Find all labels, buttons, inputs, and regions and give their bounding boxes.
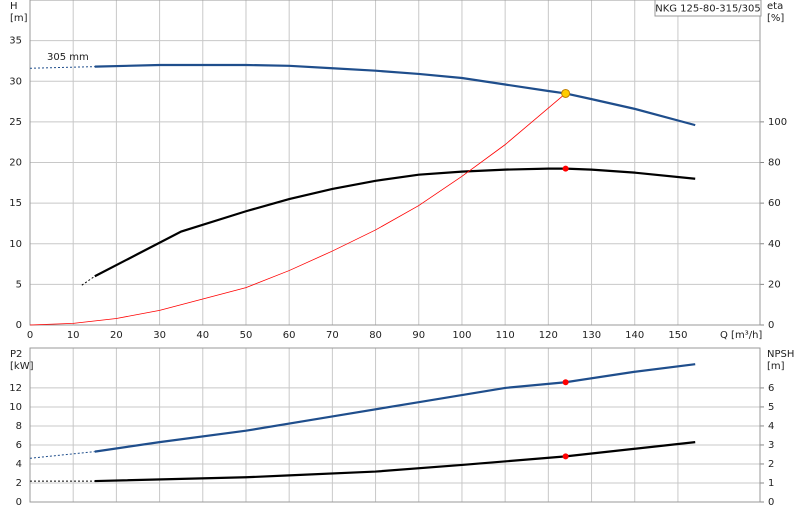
y-tick-label: 25 <box>9 117 22 128</box>
y2-tick-label: 40 <box>768 239 781 250</box>
x-tick-label: 130 <box>582 330 601 341</box>
x-tick-label: 40 <box>196 330 209 341</box>
y-tick-label: 30 <box>9 76 22 87</box>
operating-point <box>562 379 569 386</box>
x-tick-label: 0 <box>27 330 33 341</box>
y-tick-label: 20 <box>9 158 22 169</box>
y2-axis-label: NPSH <box>767 349 794 360</box>
y2-tick-label: 1 <box>768 478 774 489</box>
y2-tick-label: 60 <box>768 198 781 209</box>
series-line <box>94 441 696 483</box>
x-tick-label: 90 <box>412 330 425 341</box>
y-axis-label: H <box>10 1 18 12</box>
annotation: 305 mm <box>47 52 89 63</box>
y-tick-label: 0 <box>16 497 22 508</box>
y-tick-label: 8 <box>16 421 22 432</box>
x-tick-label: 50 <box>240 330 253 341</box>
y2-tick-label: 0 <box>768 320 774 331</box>
y-tick-label: 0 <box>16 320 22 331</box>
plot-frame <box>29 0 761 326</box>
series-line <box>81 275 96 286</box>
y-tick-label: 12 <box>9 383 22 394</box>
series-line <box>94 167 696 278</box>
label-box <box>654 0 762 17</box>
y2-tick-label: 100 <box>768 117 787 128</box>
series-line <box>94 63 696 127</box>
y2-tick-label: 80 <box>768 158 781 169</box>
x-tick-label: 30 <box>153 330 166 341</box>
y2-tick-label: 0 <box>768 497 774 508</box>
x-tick-label: 100 <box>452 330 471 341</box>
y2-tick-label: 5 <box>768 402 774 413</box>
y2-axis-label: eta <box>767 1 783 12</box>
y2-tick-label: 20 <box>768 279 781 290</box>
y-tick-label: 6 <box>16 440 22 451</box>
y2-tick-label: 2 <box>768 459 774 470</box>
series-line <box>29 66 95 69</box>
series-line <box>29 93 566 326</box>
x-tick-label: 60 <box>283 330 296 341</box>
operating-point <box>561 88 571 98</box>
y-tick-label: 5 <box>16 279 22 290</box>
y2-tick-label: 4 <box>768 421 774 432</box>
y-tick-label: 35 <box>9 36 22 47</box>
operating-point <box>562 165 569 172</box>
y-tick-label: 10 <box>9 239 22 250</box>
x-tick-label: 150 <box>668 330 687 341</box>
chart-label: NKG 125-80-315/305 <box>655 4 761 15</box>
y2-axis-label: [m] <box>767 361 785 372</box>
plot-frame <box>29 347 761 503</box>
y-axis-label: [m] <box>10 13 28 24</box>
y-tick-label: 2 <box>16 478 22 489</box>
y-tick-label: 10 <box>9 402 22 413</box>
x-tick-label: 70 <box>326 330 339 341</box>
y2-tick-label: 6 <box>768 383 774 394</box>
series-line <box>29 451 95 459</box>
x-tick-label: 80 <box>369 330 382 341</box>
y-axis-label: P2 <box>10 349 22 360</box>
x-tick-label: 120 <box>539 330 558 341</box>
x-tick-label: 140 <box>625 330 644 341</box>
y2-axis-label: [%] <box>767 13 784 24</box>
y-axis-label: [kW] <box>10 361 34 372</box>
series-line <box>94 363 696 453</box>
y-tick-label: 4 <box>16 459 22 470</box>
x-tick-label: 10 <box>67 330 80 341</box>
y-tick-label: 15 <box>9 198 22 209</box>
y2-tick-label: 3 <box>768 440 774 451</box>
x-tick-label: 20 <box>110 330 123 341</box>
x-tick-label: 110 <box>496 330 515 341</box>
x-axis-label: Q [m³/h] <box>720 330 762 341</box>
operating-point <box>562 453 569 460</box>
